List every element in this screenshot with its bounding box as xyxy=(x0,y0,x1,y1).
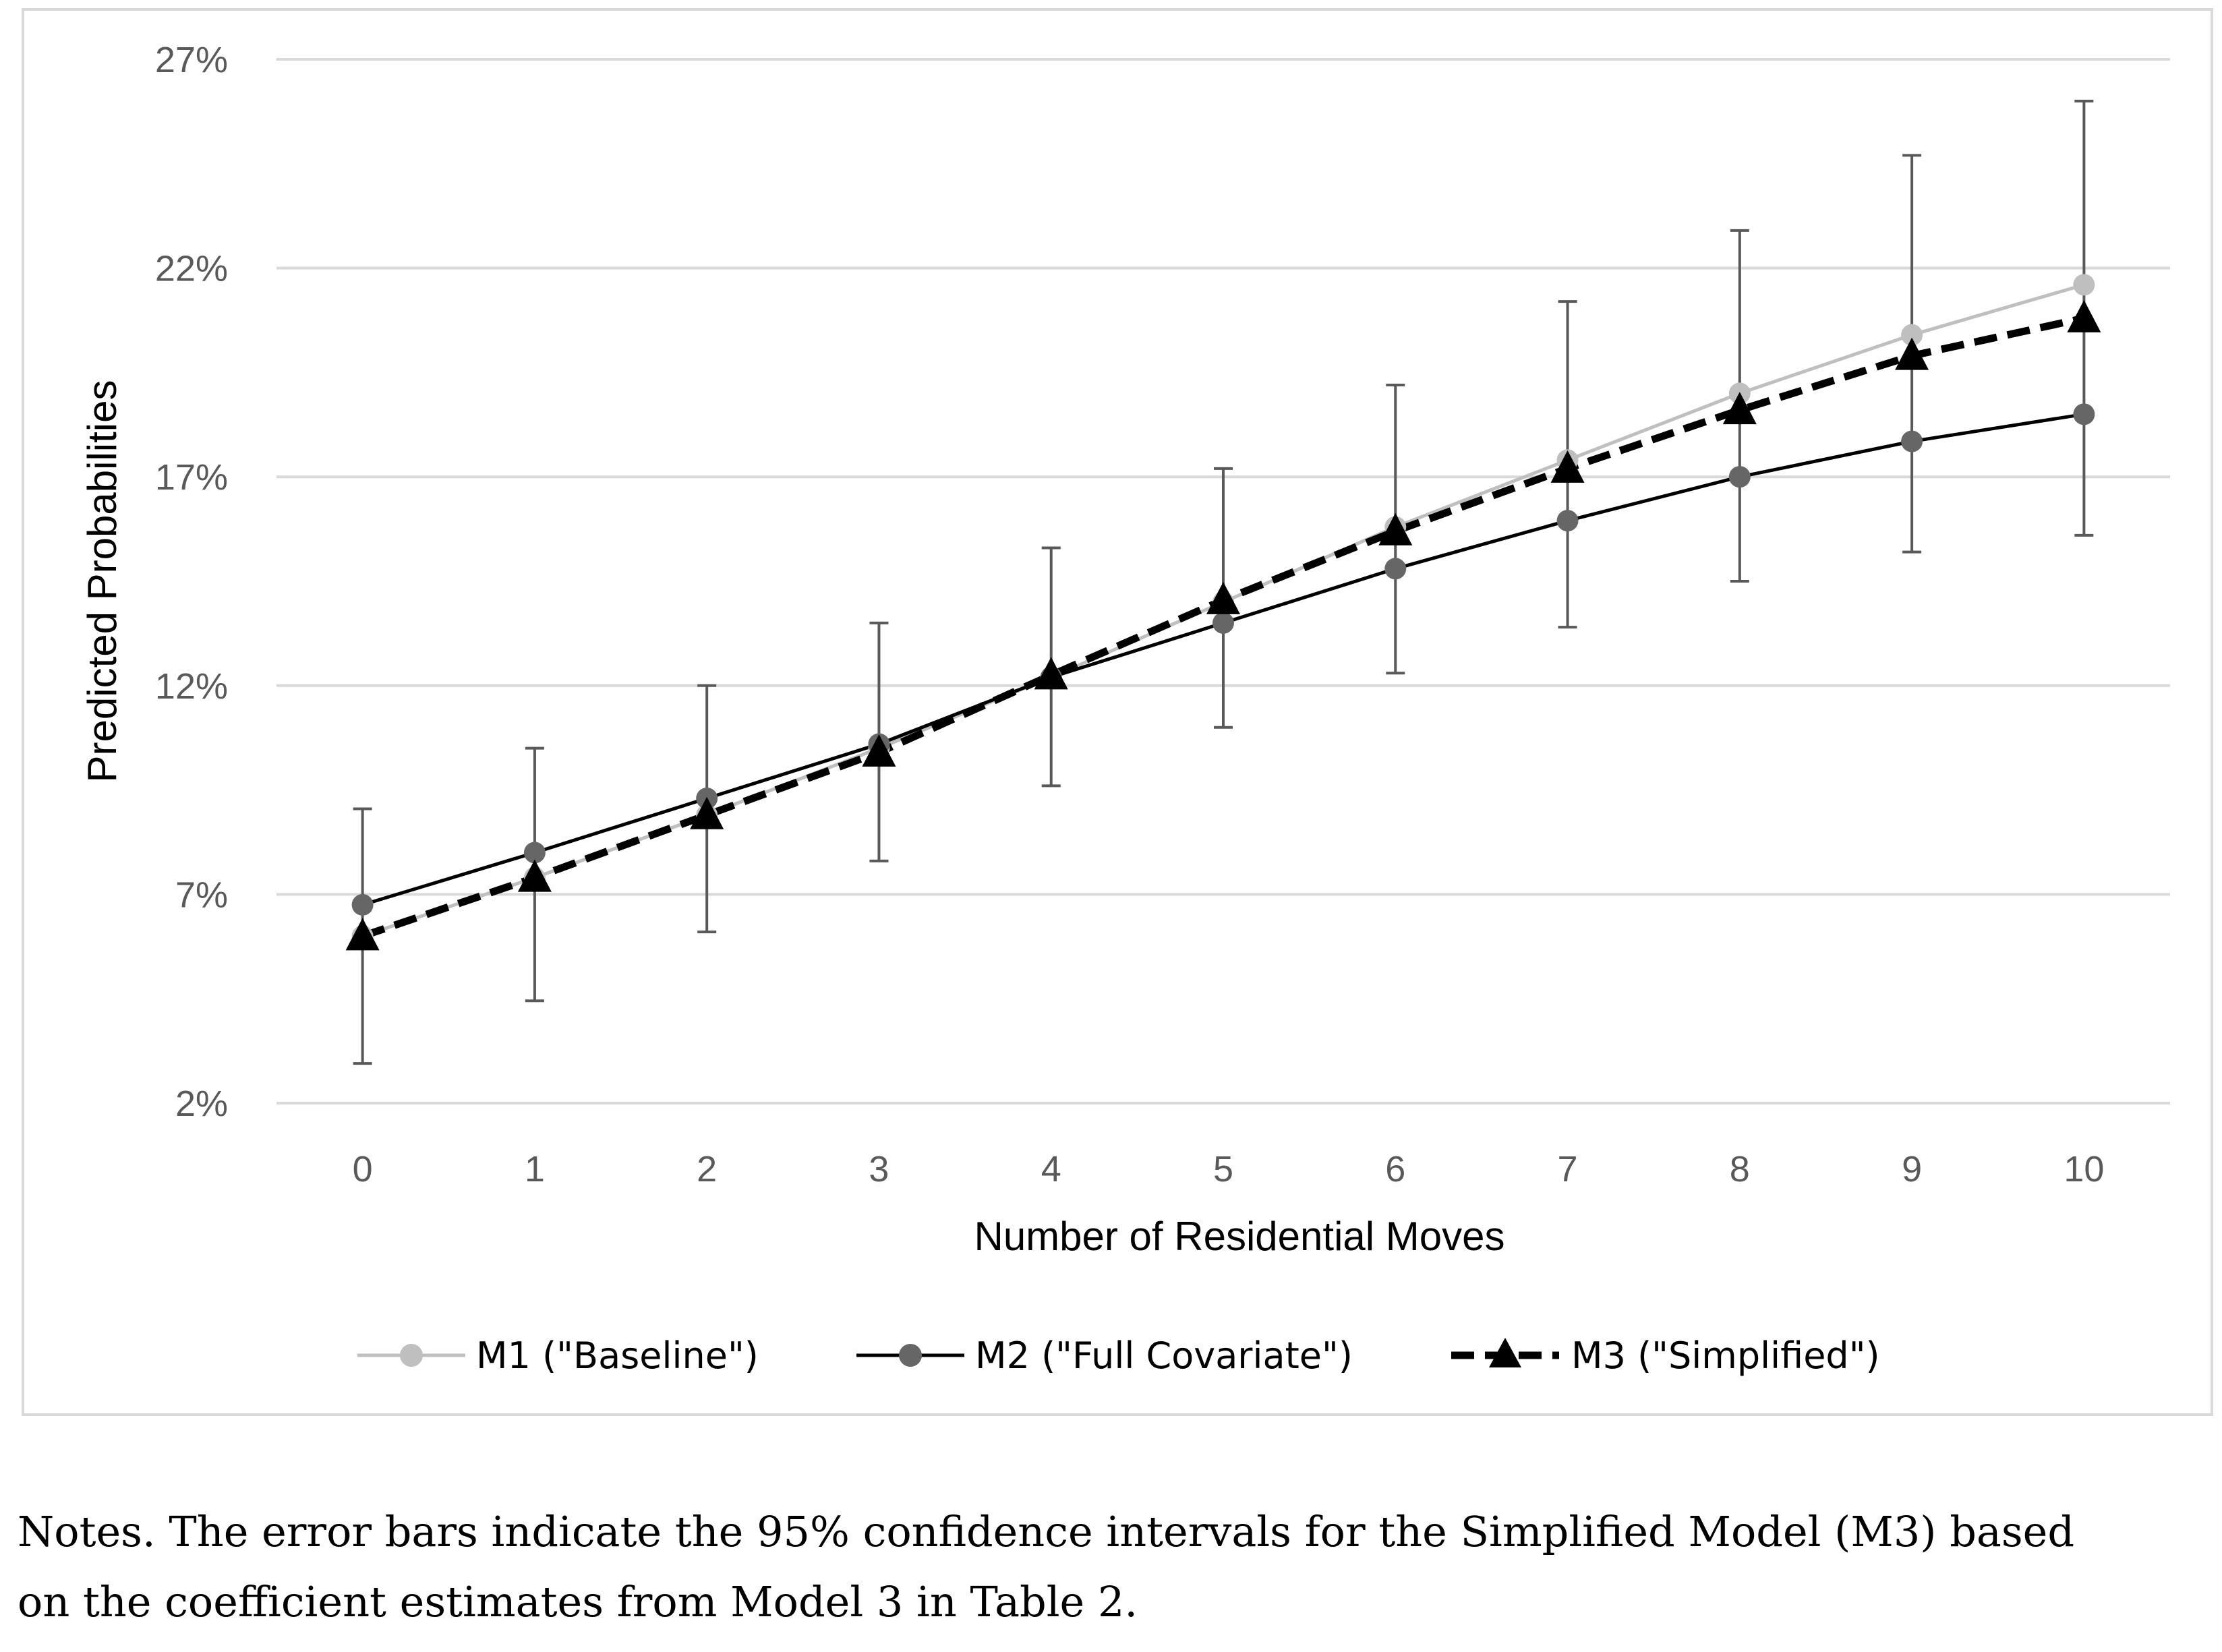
legend-item-m3: M3 ("Simplified") xyxy=(1451,1334,1880,1377)
y-tick-label-7: 7% xyxy=(175,875,228,915)
x-axis-title: Number of Residential Moves xyxy=(974,1214,1504,1259)
point-m3-5 xyxy=(1206,581,1240,614)
y-tick-label-27: 27% xyxy=(155,40,228,80)
x-tick-label-1: 1 xyxy=(525,1149,545,1189)
legend-swatch-marker-m2 xyxy=(899,1344,922,1367)
x-tick-label-5: 5 xyxy=(1213,1149,1233,1189)
chart-frame xyxy=(22,8,2213,1416)
y-axis-title: Predicted Probabilities xyxy=(80,380,125,783)
point-m2-9 xyxy=(1901,430,1923,452)
point-m3-0 xyxy=(345,918,380,951)
point-m1-9 xyxy=(1901,324,1923,346)
point-m2-1 xyxy=(523,842,546,864)
legend-swatch-marker-m1 xyxy=(400,1344,423,1367)
x-tick-label-6: 6 xyxy=(1385,1149,1405,1189)
legend-swatch-marker-m3 xyxy=(1489,1338,1521,1367)
line-chart: 2% 7% 12% 17% 22% 27% 0 1 2 3 4 5 6 7 8 9 10 Number of … xyxy=(80,40,2170,1377)
point-m3-1 xyxy=(517,859,552,892)
x-tick-label-10: 10 xyxy=(2064,1149,2104,1189)
y-tick-label-2: 2% xyxy=(175,1084,228,1124)
x-tick-label-4: 4 xyxy=(1041,1149,1061,1189)
x-axis-ticks: 0 1 2 3 4 5 6 7 8 9 10 xyxy=(353,1149,2105,1189)
y-axis-ticks: 2% 7% 12% 17% 22% 27% xyxy=(155,40,228,1124)
legend: M1 ("Baseline") M2 ("Full Covariate") M3… xyxy=(357,1334,1880,1377)
legend-label-m1: M1 ("Baseline") xyxy=(476,1334,759,1377)
point-m2-8 xyxy=(1728,466,1751,488)
point-m2-7 xyxy=(1556,510,1579,532)
figure-notes: Notes. The error bars indicate the 95% c… xyxy=(18,1497,2196,1637)
point-m3-3 xyxy=(862,734,896,767)
x-tick-label-2: 2 xyxy=(697,1149,717,1189)
notes-line-2: on the coefficient estimates from Model … xyxy=(18,1577,1138,1626)
grid-lines xyxy=(276,58,2170,1104)
point-m3-9 xyxy=(1895,337,1929,370)
x-tick-label-9: 9 xyxy=(1902,1149,1922,1189)
point-m3-6 xyxy=(1378,512,1413,545)
point-m3-4 xyxy=(1034,657,1068,690)
legend-label-m2: M2 ("Full Covariate") xyxy=(975,1334,1353,1377)
x-tick-label-8: 8 xyxy=(1730,1149,1750,1189)
point-m2-6 xyxy=(1384,558,1407,580)
point-m3-2 xyxy=(690,796,724,829)
legend-label-m3: M3 ("Simplified") xyxy=(1571,1334,1880,1377)
point-m3-7 xyxy=(1550,450,1585,483)
y-tick-label-17: 17% xyxy=(155,457,228,498)
y-tick-label-12: 12% xyxy=(155,666,228,707)
legend-item-m1: M1 ("Baseline") xyxy=(357,1334,759,1377)
x-tick-label-3: 3 xyxy=(869,1149,889,1189)
x-tick-label-0: 0 xyxy=(353,1149,373,1189)
point-m1-10 xyxy=(2073,274,2095,296)
series-markers xyxy=(345,274,2101,951)
point-m3-8 xyxy=(1722,392,1757,425)
point-m2-10 xyxy=(2073,403,2095,425)
point-m2-5 xyxy=(1212,612,1234,634)
notes-line-1: Notes. The error bars indicate the 95% c… xyxy=(18,1507,2075,1556)
legend-item-m2: M2 ("Full Covariate") xyxy=(856,1334,1353,1377)
point-m3-10 xyxy=(2067,299,2101,332)
y-tick-label-22: 22% xyxy=(155,249,228,289)
x-tick-label-7: 7 xyxy=(1558,1149,1578,1189)
point-m2-0 xyxy=(351,893,374,916)
